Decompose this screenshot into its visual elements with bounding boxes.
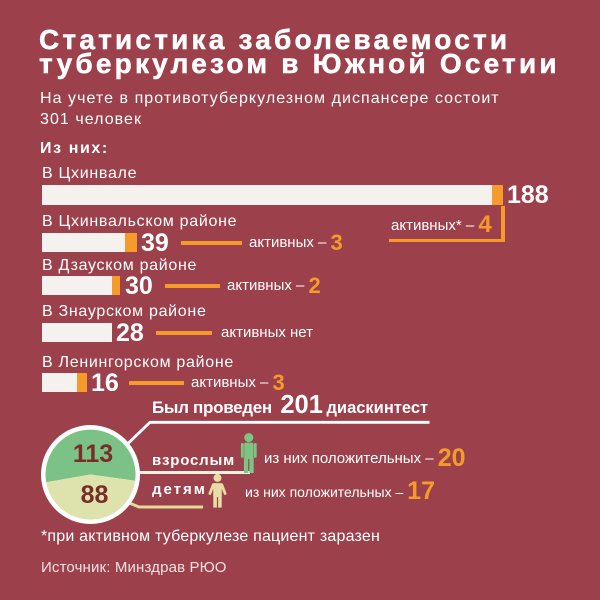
svg-text:113: 113 [73,440,113,468]
svg-text:88: 88 [81,481,109,509]
